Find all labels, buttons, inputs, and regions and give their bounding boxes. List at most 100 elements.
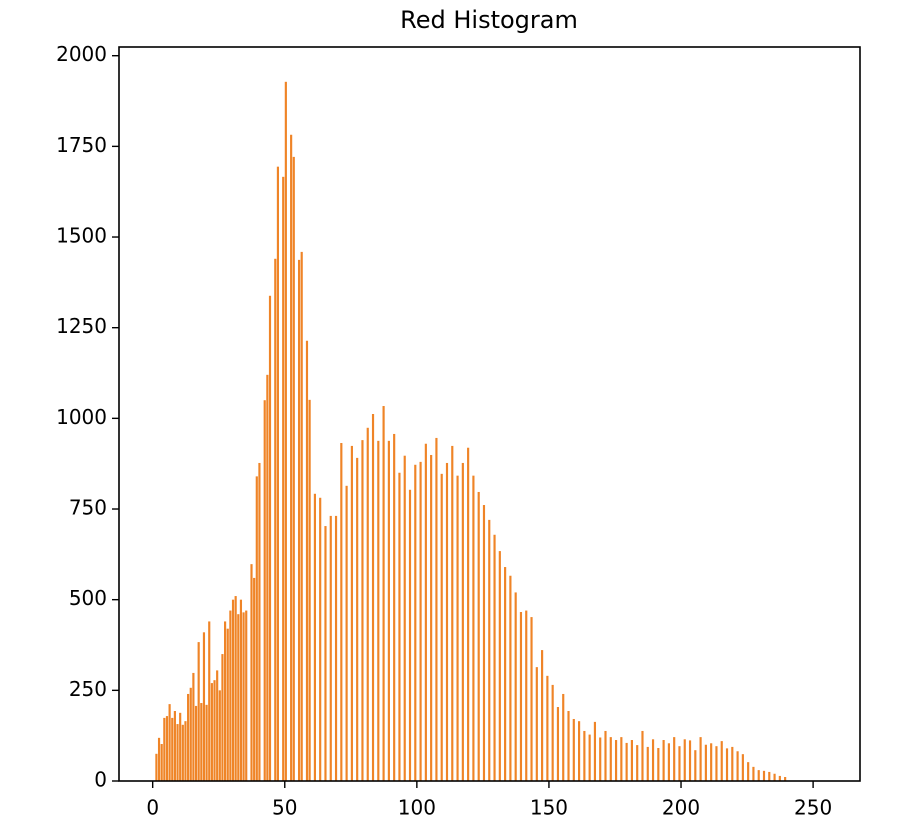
bar: [403, 455, 406, 781]
y-tick-label: 2000: [56, 42, 107, 66]
bar: [239, 599, 243, 781]
bar: [263, 400, 266, 781]
bar: [200, 703, 203, 781]
bar: [609, 737, 612, 781]
bar: [173, 711, 176, 781]
bar: [340, 443, 343, 781]
bar: [300, 251, 303, 781]
y-tick-label: 750: [69, 496, 107, 520]
y-tick-label: 250: [69, 677, 107, 701]
bar: [237, 614, 240, 781]
bar: [258, 462, 261, 781]
bar: [226, 628, 229, 781]
bar: [192, 672, 195, 781]
bar: [710, 743, 713, 781]
bar: [577, 721, 581, 781]
x-tick-label: 150: [530, 796, 568, 820]
bar: [371, 414, 375, 781]
bar: [588, 734, 591, 781]
bar: [614, 740, 618, 781]
bar: [398, 472, 401, 781]
bar: [419, 461, 422, 781]
bar: [625, 742, 628, 781]
bar: [276, 166, 280, 781]
bar: [736, 751, 739, 781]
chart-title: Red Histogram: [400, 6, 578, 34]
bar: [456, 475, 459, 781]
bar: [234, 596, 237, 781]
bar: [694, 750, 697, 781]
bar: [155, 753, 158, 781]
bar: [493, 534, 496, 781]
bar: [366, 427, 369, 781]
bar: [725, 748, 729, 781]
bar: [488, 519, 491, 781]
bar: [572, 718, 575, 781]
bar: [541, 650, 544, 781]
y-tick-label: 1750: [56, 133, 107, 157]
bar: [646, 746, 649, 781]
bar: [181, 724, 184, 781]
bar: [393, 433, 396, 781]
bar: [704, 744, 707, 781]
bar: [187, 693, 190, 781]
bar: [757, 770, 760, 781]
bar: [657, 747, 660, 781]
bar: [699, 737, 702, 781]
plot-frame: [118, 46, 861, 782]
bar: [530, 617, 533, 781]
bar: [593, 721, 597, 781]
bar: [157, 737, 161, 781]
bar: [583, 730, 586, 781]
bar: [329, 515, 332, 781]
bar: [688, 740, 692, 781]
bar: [440, 473, 443, 781]
bar: [160, 744, 163, 781]
bar: [334, 515, 338, 781]
bar: [194, 705, 198, 781]
bar: [165, 716, 169, 781]
bar: [762, 770, 766, 781]
bar: [731, 746, 734, 781]
bar: [255, 476, 258, 781]
bar: [599, 737, 602, 781]
bar: [216, 670, 219, 781]
x-tick-label: 200: [662, 796, 700, 820]
bar: [168, 704, 171, 781]
bar: [461, 462, 464, 781]
bar: [435, 437, 438, 781]
bar: [313, 493, 316, 781]
bar: [210, 683, 213, 781]
bar: [519, 612, 523, 781]
bar: [535, 667, 538, 781]
x-tick-label: 0: [146, 796, 159, 820]
bar: [778, 775, 781, 781]
bar: [266, 374, 269, 781]
bar: [242, 612, 245, 781]
x-tick-label: 100: [398, 796, 436, 820]
y-tick-label: 500: [69, 586, 107, 610]
bar: [345, 485, 348, 781]
bar: [430, 454, 433, 781]
bar: [377, 440, 380, 781]
bar: [784, 777, 787, 781]
bar: [171, 717, 174, 781]
bar: [556, 707, 560, 781]
bar: [514, 592, 517, 781]
bar: [477, 491, 480, 781]
bar: [350, 445, 353, 781]
bar: [382, 406, 385, 781]
bar: [319, 497, 322, 781]
y-tick-label: 1250: [56, 314, 107, 338]
bar: [268, 295, 272, 781]
bar: [424, 443, 427, 781]
bar: [179, 712, 182, 781]
bar: [197, 642, 200, 781]
bar: [208, 621, 211, 781]
bar: [630, 740, 633, 781]
bar: [221, 654, 224, 781]
bar: [472, 475, 475, 781]
bar: [250, 564, 253, 781]
y-tick-label: 0: [94, 768, 107, 792]
